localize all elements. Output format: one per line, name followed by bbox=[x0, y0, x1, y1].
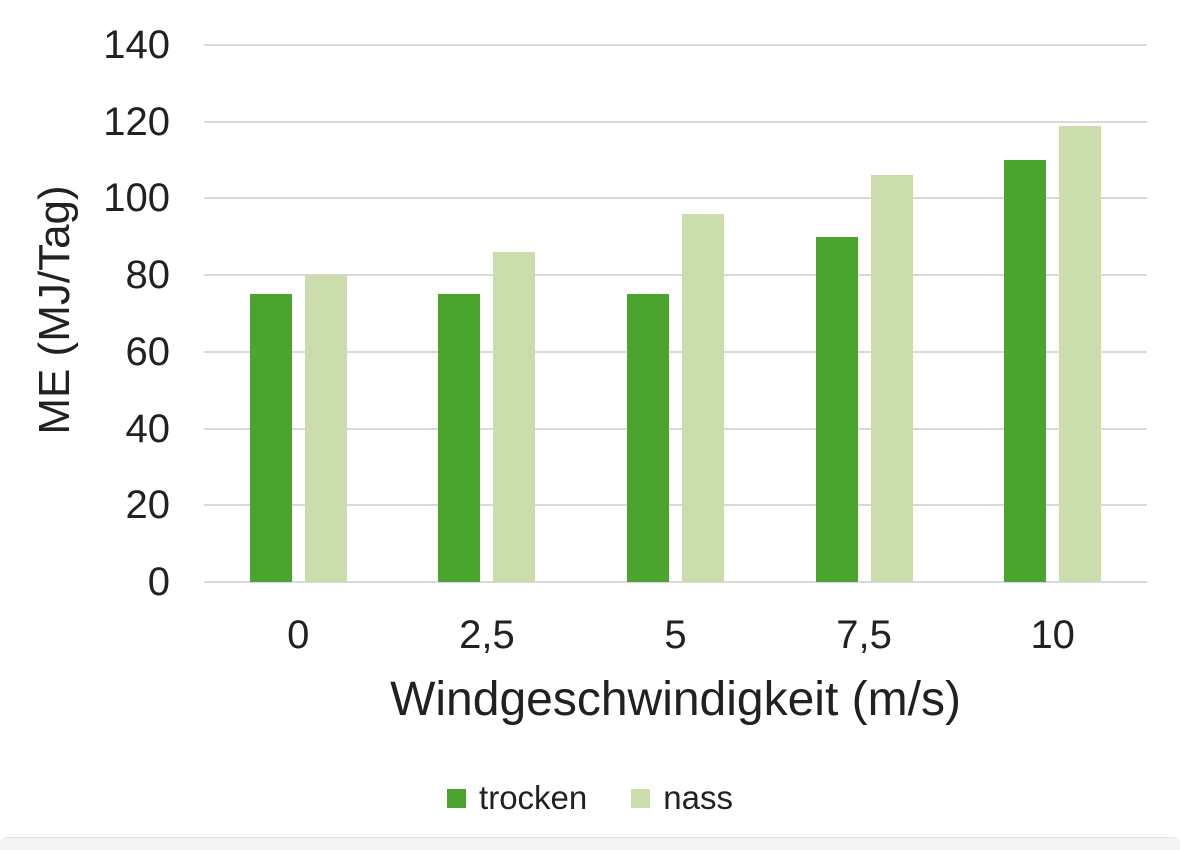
bar-nass-5 bbox=[682, 213, 724, 582]
bar-nass-2,5 bbox=[493, 252, 536, 582]
x-tick-label-7,5: 7,5 bbox=[836, 613, 892, 657]
legend-item-nass: nass bbox=[631, 779, 733, 817]
y-tick-label-20: 20 bbox=[125, 483, 171, 528]
legend-swatch-trocken bbox=[447, 788, 467, 808]
x-tick-label-2,5: 2,5 bbox=[459, 613, 515, 657]
gridline-40 bbox=[204, 427, 1147, 430]
y-axis-title: ME (MJ/Tag) bbox=[30, 185, 79, 435]
y-tick-label-0: 0 bbox=[147, 560, 170, 604]
y-tick-label-140: 140 bbox=[103, 23, 170, 67]
y-tick-label-80: 80 bbox=[125, 253, 171, 298]
bar-trocken-0 bbox=[249, 294, 292, 582]
bar-trocken-7,5 bbox=[815, 236, 858, 582]
bar-trocken-2,5 bbox=[438, 294, 481, 582]
gridline-80 bbox=[204, 274, 1147, 277]
x-tick-label-5: 5 bbox=[664, 613, 687, 657]
legend-swatch-nass bbox=[631, 788, 651, 808]
y-tick-label-40: 40 bbox=[125, 406, 171, 451]
x-axis-title: Windgeschwindigkeit (m/s) bbox=[390, 673, 961, 726]
y-tick-label-60: 60 bbox=[125, 329, 171, 374]
legend-label-trocken: trocken bbox=[479, 779, 588, 816]
x-tick-label-0: 0 bbox=[287, 613, 310, 657]
x-tick-label-10: 10 bbox=[1030, 613, 1075, 657]
bottom-edge-strip bbox=[0, 837, 1180, 850]
gridline-20 bbox=[204, 504, 1147, 507]
bar-nass-0 bbox=[304, 275, 347, 582]
bar-nass-7,5 bbox=[870, 175, 913, 582]
y-tick-label-120: 120 bbox=[103, 99, 170, 144]
gridline-100 bbox=[204, 197, 1147, 200]
gridline-140 bbox=[204, 44, 1147, 46]
legend-item-trocken: trocken bbox=[447, 779, 587, 817]
legend-label-nass: nass bbox=[663, 779, 733, 816]
bar-trocken-5 bbox=[627, 294, 669, 582]
gridline-60 bbox=[204, 350, 1147, 353]
bar-trocken-10 bbox=[1004, 160, 1047, 582]
gridline-120 bbox=[204, 120, 1147, 123]
y-tick-label-100: 100 bbox=[103, 176, 170, 221]
gridline-0 bbox=[204, 581, 1147, 583]
bar-nass-10 bbox=[1059, 125, 1102, 582]
legend: trocken nass bbox=[0, 779, 1180, 817]
